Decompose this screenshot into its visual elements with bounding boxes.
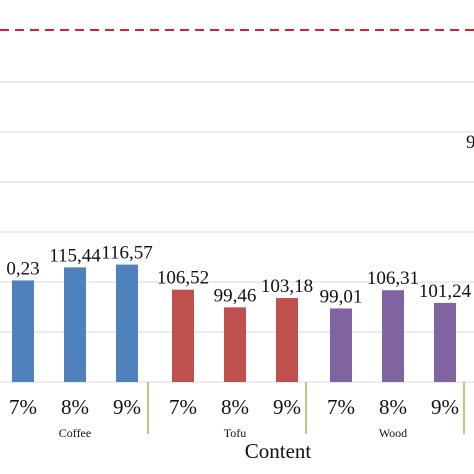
tick-label: 9% xyxy=(431,395,459,419)
tick-label: 7% xyxy=(9,395,37,419)
tick-label: 8% xyxy=(379,395,407,419)
data-label: 0,23 xyxy=(6,258,39,279)
bar xyxy=(434,302,456,382)
group-label: Coffee xyxy=(59,426,91,440)
bar xyxy=(116,264,138,382)
bar xyxy=(172,289,194,382)
bars xyxy=(12,264,456,382)
data-label: 103,18 xyxy=(261,276,313,297)
bar xyxy=(330,308,352,382)
tick-label: 9% xyxy=(113,395,141,419)
group-separators xyxy=(147,382,465,434)
data-label: 116,57 xyxy=(101,243,153,264)
bar xyxy=(12,280,34,382)
data-label: 99,46 xyxy=(214,285,257,306)
tick-label: 9% xyxy=(273,395,301,419)
data-label: 115,44 xyxy=(49,245,101,266)
tick-label: 7% xyxy=(327,395,355,419)
bar xyxy=(64,267,86,382)
group-labels: Coffee Tofu Wood xyxy=(59,426,407,440)
bar xyxy=(382,290,404,382)
bar xyxy=(276,298,298,382)
tick-labels: 7% 8% 9% 7% 8% 9% 7% 8% 9% xyxy=(9,395,459,419)
group-label: Tofu xyxy=(224,426,247,440)
group-label: Wood xyxy=(379,426,407,440)
tick-label: 8% xyxy=(61,395,89,419)
data-label: 99,01 xyxy=(320,286,363,307)
x-axis-title: Content xyxy=(245,439,312,463)
tick-label: 8% xyxy=(221,395,249,419)
data-label: 106,52 xyxy=(157,268,209,289)
tick-label: 7% xyxy=(169,395,197,419)
data-label: 106,31 xyxy=(367,268,419,289)
data-label: 101,24 xyxy=(419,281,472,302)
partial-data-label: 9 xyxy=(466,132,474,153)
bar xyxy=(224,307,246,382)
